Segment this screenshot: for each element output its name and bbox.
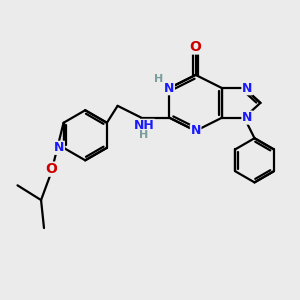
Text: O: O — [190, 40, 202, 54]
Text: N: N — [54, 141, 64, 154]
Text: N: N — [164, 82, 174, 95]
Text: N: N — [242, 82, 252, 95]
Text: NH: NH — [134, 119, 154, 132]
Text: O: O — [45, 162, 57, 176]
Text: N: N — [242, 111, 252, 124]
Text: H: H — [140, 130, 149, 140]
Text: H: H — [154, 74, 164, 84]
Text: N: N — [190, 124, 201, 137]
